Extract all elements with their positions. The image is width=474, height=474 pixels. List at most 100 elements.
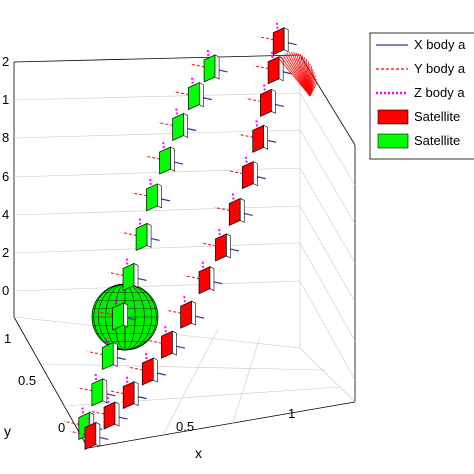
satellite-marker: [146, 324, 186, 359]
satellite-marker: [227, 154, 266, 190]
z-body-axis-arrow: [94, 371, 99, 392]
grid-lines: [13, 55, 356, 436]
satellite-side: [253, 161, 258, 187]
satellite-panel: [228, 197, 241, 226]
z-body-axis-arrow: [201, 259, 206, 280]
y-body-axis-arrow: [173, 91, 194, 97]
satellite-panel: [203, 54, 216, 83]
z-body-axis-arrow: [87, 415, 92, 436]
y-body-axis-arrow: [165, 309, 187, 315]
satellite-side: [183, 113, 188, 138]
satellite-panel: [241, 161, 254, 190]
y-body-axis-arrow: [89, 410, 110, 416]
satellite-side: [199, 82, 204, 108]
satellite-marker: [108, 256, 147, 291]
legend-patch-swatch: [377, 133, 409, 149]
legend-patch-swatch: [377, 109, 409, 125]
y-body-axis-arrow: [200, 242, 222, 248]
y-body-axis-arrow: [214, 206, 235, 212]
satellite-panel: [84, 421, 97, 450]
satellite-side: [133, 381, 139, 407]
y-body-axis-arrow: [77, 387, 98, 393]
y-body-axis-arrow: [98, 311, 119, 317]
satellite-side: [239, 197, 245, 223]
satellite-side: [172, 330, 177, 356]
satellite-panel: [172, 112, 184, 142]
satellite-side: [157, 183, 162, 209]
y-body-axis-arrow: [184, 275, 205, 281]
satellite-side: [112, 342, 118, 367]
x-tick-label: 0.5: [176, 419, 194, 434]
y-body-axis-arrow: [70, 430, 91, 436]
satellite-panel: [215, 233, 227, 262]
satellite-side: [133, 262, 139, 288]
satellite-marker: [158, 106, 197, 142]
satellite-panel: [135, 222, 148, 251]
y-body-axis-arrow: [238, 133, 259, 139]
z-body-axis-arrow: [231, 191, 236, 212]
x-tick-label: 1: [288, 406, 295, 421]
satellite-panel: [103, 401, 116, 430]
cone-ray: [278, 57, 311, 97]
satellite-panel: [159, 146, 171, 175]
satellite-side: [153, 357, 158, 383]
satellite-marker: [121, 216, 160, 251]
satellite-panel: [187, 82, 200, 111]
satellite-side: [114, 401, 120, 427]
satellite-panel: [112, 302, 124, 331]
z-body-axis-arrow: [275, 20, 280, 41]
y-body-axis-arrow: [253, 65, 274, 71]
satellite-panel: [272, 27, 285, 56]
legend: X body a Y body a Z body a Satellite Satelli…: [369, 32, 474, 160]
z-body-axis-arrow: [125, 374, 130, 395]
satellite-panel: [260, 88, 272, 117]
z-body-axis-arrow: [162, 139, 167, 161]
z-tick-label: 8: [2, 130, 9, 145]
satellite-panel: [122, 381, 135, 410]
satellite-marker: [98, 295, 137, 331]
satellite-side: [170, 146, 175, 172]
z-body-axis-arrow: [244, 154, 249, 175]
satellite-panel: [146, 183, 158, 212]
z-tick-labels: 2 1 8 6 4 2 0: [2, 54, 9, 298]
z-body-axis-arrow: [115, 295, 120, 317]
y-body-axis-arrow: [131, 192, 153, 198]
x-axis-label: x: [195, 445, 202, 461]
y-tick-label: 0.5: [18, 373, 36, 388]
z-body-axis-arrow: [190, 75, 195, 96]
z-body-axis-arrow: [262, 82, 267, 103]
satellite-side: [191, 300, 196, 326]
y-body-axis-arrow: [146, 339, 168, 345]
satellite-side: [95, 421, 101, 447]
z-tick-label: 2: [2, 54, 9, 69]
satellite-side: [209, 266, 215, 292]
z-body-axis-arrow: [104, 335, 109, 356]
satellite-panel: [122, 262, 135, 291]
y-body-axis-arrow: [121, 231, 142, 237]
z-tick-label: 1: [2, 92, 9, 107]
legend-label: Z body a: [414, 85, 465, 100]
satellite-panel: [180, 300, 192, 329]
y-body-axis-arrow: [258, 36, 279, 42]
y-body-axis-arrow: [87, 351, 108, 357]
satellite-side: [278, 56, 284, 82]
y-body-axis-arrow: [227, 170, 248, 176]
satellite-side: [123, 302, 128, 328]
y-body-axis-arrow: [158, 121, 179, 127]
satellite-panel: [252, 124, 265, 153]
y-body-axis-arrow: [127, 366, 148, 372]
axes-box: [13, 54, 356, 449]
y-tick-labels: 1 0.5 0 y: [4, 331, 65, 439]
y-body-axis-arrow: [108, 271, 129, 277]
y-body-axis-arrow: [108, 390, 129, 396]
satellite-panel: [267, 56, 280, 85]
z-body-axis-arrow: [138, 216, 143, 237]
satellite-panel: [198, 266, 211, 295]
cone-ray: [309, 82, 318, 97]
z-tick-label: 6: [2, 169, 9, 184]
satellite-marker: [108, 374, 147, 410]
satellite-panel: [161, 330, 173, 359]
satellite-side: [214, 54, 220, 80]
cone-ray: [282, 54, 311, 97]
